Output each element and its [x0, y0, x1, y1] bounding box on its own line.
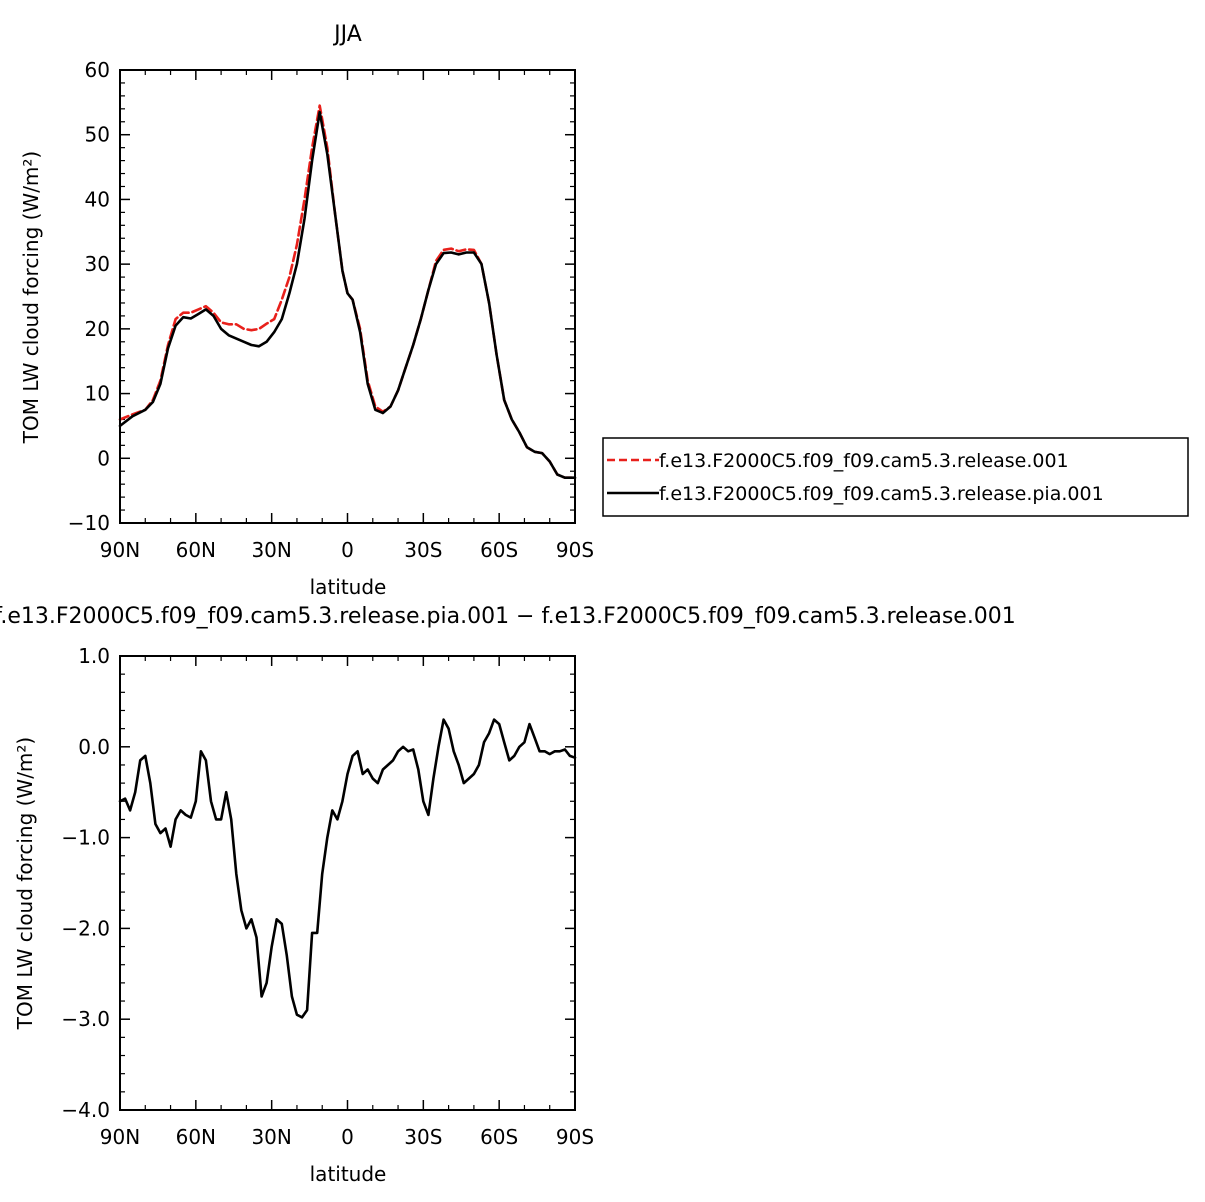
bottom-ticks — [119, 655, 576, 1111]
top-y-tick-label: 30 — [85, 252, 110, 276]
legend-entry-release-pia: f.e13.F2000C5.f09_f09.cam5.3.release.pia… — [659, 483, 1104, 505]
bottom-y-tick-label: −1.0 — [61, 826, 110, 850]
bottom-x-tick-label: 0 — [341, 1125, 354, 1149]
top-y-tick-label: 0 — [97, 446, 110, 470]
bottom-x-tick-label: 90N — [100, 1125, 140, 1149]
bottom-x-tick-label: 30N — [251, 1125, 291, 1149]
bottom-y-tick-label: 0.0 — [78, 735, 110, 759]
top-x-tick-label: 30N — [251, 538, 291, 562]
top-x-tick-label: 60S — [480, 538, 518, 562]
bottom-xlabel: latitude — [310, 1162, 387, 1186]
bottom-y-tick-label: −3.0 — [61, 1007, 110, 1031]
top-x-tick-label: 90N — [100, 538, 140, 562]
bottom-x-tick-label: 60S — [480, 1125, 518, 1149]
bottom-y-tick-label: −4.0 — [61, 1098, 110, 1122]
bottom-ylabel: TOM LW cloud forcing (W/m²) — [13, 737, 37, 1031]
top-y-tick-label: 50 — [85, 123, 110, 147]
top-y-tick-label: 10 — [85, 382, 110, 406]
bottom-series-line-0 — [118, 718, 577, 1019]
top-y-tick-label: 40 — [85, 187, 110, 211]
top-tick-labels: 90N 60N 30N 0 30S 60S 90S −10 0 10 20 30 40 50 60 — [68, 58, 594, 562]
bottom-y-tick-label: −2.0 — [61, 916, 110, 940]
bottom-x-tick-label: 90S — [556, 1125, 594, 1149]
top-ylabel: TOM LW cloud forcing (W/m²) — [19, 151, 43, 445]
top-y-tick-label: 20 — [85, 317, 110, 341]
bottom-plot-frame — [119, 655, 576, 1111]
bottom-x-tick-label: 30S — [404, 1125, 442, 1149]
bottom-panel: f.e13.F2000C5.f09_f09.cam5.3.release.pia… — [0, 604, 1016, 1186]
legend-entry-release: f.e13.F2000C5.f09_f09.cam5.3.release.001 — [659, 450, 1069, 472]
bottom-y-tick-label: 1.0 — [78, 644, 110, 668]
top-y-tick-label: 60 — [85, 58, 110, 82]
legend: f.e13.F2000C5.f09_f09.cam5.3.release.001… — [602, 437, 1189, 517]
top-x-tick-label: 60N — [176, 538, 216, 562]
top-plot-frame — [119, 69, 576, 524]
top-x-tick-label: 30S — [404, 538, 442, 562]
bottom-x-tick-label: 60N — [176, 1125, 216, 1149]
top-x-tick-label: 0 — [341, 538, 354, 562]
top-title: JJA — [332, 22, 362, 47]
bottom-title: f.e13.F2000C5.f09_f09.cam5.3.release.pia… — [0, 604, 1016, 629]
top-x-tick-label: 90S — [556, 538, 594, 562]
bottom-series — [118, 718, 577, 1019]
bottom-tick-labels: 90N 60N 30N 0 30S 60S 90S −4.0 −3.0 −2.0 −1.0 0.0 1.… — [61, 644, 594, 1149]
top-series — [118, 104, 577, 480]
top-series-line-1 — [118, 110, 577, 480]
top-panel: JJA 90N 60N 30N 0 30S 60S 90S−100102030405060 … — [19, 22, 594, 599]
top-y-tick-label: −10 — [68, 511, 110, 535]
legend-box — [602, 437, 1189, 517]
top-xlabel: latitude — [310, 575, 387, 599]
top-ticks — [119, 69, 576, 524]
